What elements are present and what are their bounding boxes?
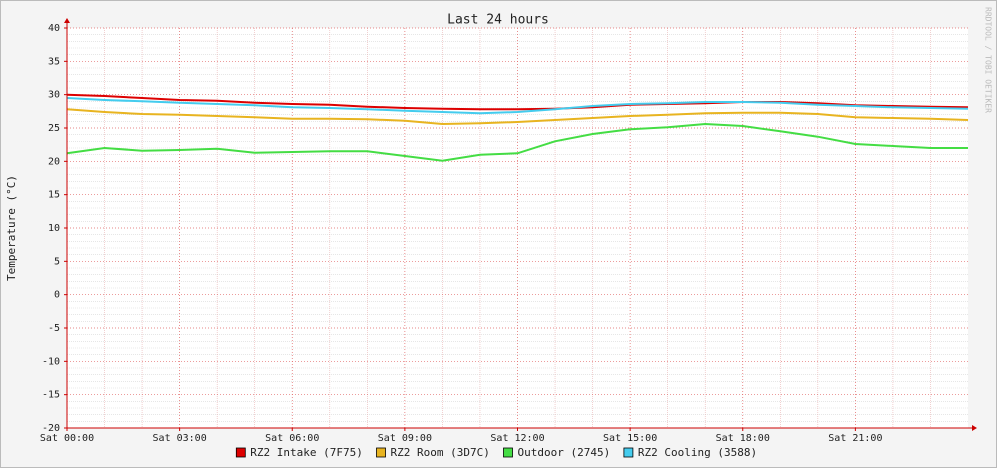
x-tick-label: Sat 09:00 bbox=[378, 433, 432, 444]
y-tick-label: 15 bbox=[48, 190, 60, 201]
x-tick-label: Sat 00:00 bbox=[40, 433, 94, 444]
axis-arrow bbox=[64, 18, 70, 23]
y-tick-label: 10 bbox=[48, 223, 60, 234]
series-line bbox=[66, 122, 968, 162]
y-tick-label: 25 bbox=[48, 123, 60, 134]
x-tick-label: Sat 03:00 bbox=[153, 433, 207, 444]
legend-swatch bbox=[503, 447, 513, 458]
axis-arrow bbox=[972, 425, 977, 431]
y-tick-label: 20 bbox=[48, 156, 60, 167]
series-line bbox=[66, 108, 969, 126]
y-tick-label: -10 bbox=[42, 356, 60, 367]
y-tick-label: -15 bbox=[42, 390, 60, 401]
y-tick-label: 35 bbox=[48, 56, 60, 67]
legend-label: RZ2 Room (3D7C) bbox=[391, 446, 490, 459]
series-line bbox=[66, 97, 969, 115]
x-tick-label: Sat 12:00 bbox=[490, 433, 544, 444]
legend-swatch bbox=[623, 447, 634, 458]
legend-swatch bbox=[376, 447, 386, 458]
chart-title: Last 24 hours bbox=[447, 13, 549, 28]
legend-label: RZ2 Cooling (3588) bbox=[638, 446, 757, 459]
legend-label: RZ2 Intake (7F75) bbox=[250, 446, 363, 459]
y-tick-label: 40 bbox=[48, 23, 60, 34]
x-tick-label: Sat 21:00 bbox=[828, 433, 882, 444]
legend-label: Outdoor (2745) bbox=[518, 446, 611, 459]
y-tick-label: -5 bbox=[48, 323, 60, 334]
series-line bbox=[66, 93, 969, 111]
y-axis-label: Temperature (°C) bbox=[5, 175, 18, 281]
watermark: RRDTOOL / TOBI OETIKER bbox=[984, 7, 993, 113]
y-tick-label: 0 bbox=[54, 290, 60, 301]
y-tick-label: 30 bbox=[48, 90, 60, 101]
y-tick-label: -20 bbox=[42, 423, 60, 434]
legend-swatch bbox=[235, 447, 246, 458]
x-tick-label: Sat 06:00 bbox=[265, 433, 319, 444]
y-tick-label: 5 bbox=[54, 256, 60, 267]
x-tick-label: Sat 15:00 bbox=[603, 433, 657, 444]
x-tick-label: Sat 18:00 bbox=[716, 433, 770, 444]
